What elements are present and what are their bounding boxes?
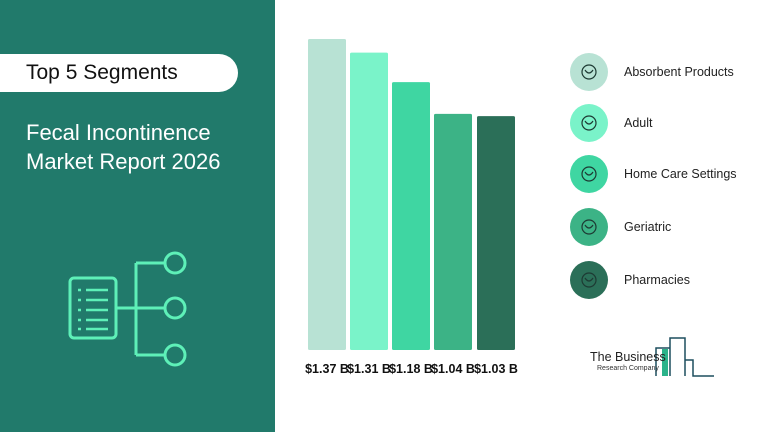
legend-label: Absorbent Products [624, 65, 734, 79]
legend-item: Home Care Settings [570, 155, 737, 193]
legend-item: Pharmacies [570, 261, 690, 299]
bar-4 [434, 113, 472, 350]
legend-label: Pharmacies [624, 273, 690, 287]
legend-item: Absorbent Products [570, 53, 734, 91]
document-scroll-icon [570, 208, 608, 246]
title-line-1: Fecal Incontinence [26, 120, 211, 145]
legend-label: Geriatric [624, 220, 672, 234]
pharmacy-store-icon [570, 261, 608, 299]
logo-line-2: Research Company [597, 365, 659, 372]
left-panel: Top 5 Segments Fecal Incontinence Market… [0, 0, 275, 432]
legend-label: Home Care Settings [624, 167, 737, 181]
company-logo: The Business Research Company [590, 336, 715, 383]
bladder-icon [570, 104, 608, 142]
kidney-bladder-icon [570, 53, 608, 91]
legend-item: Adult [570, 104, 653, 142]
bar-2 [350, 52, 388, 351]
logo-line-1: The Business [590, 350, 666, 364]
value-label: $1.18 B [389, 362, 433, 376]
bar-chart [308, 39, 515, 351]
page-title: Fecal Incontinence Market Report 2026 [26, 118, 266, 176]
top-segments-pill: Top 5 Segments [0, 54, 238, 92]
value-label: $1.31 B [347, 362, 391, 376]
value-label: $1.37 B [305, 362, 349, 376]
uterus-icon [570, 155, 608, 193]
value-label: $1.04 B [431, 362, 475, 376]
bar-1 [308, 39, 346, 350]
legend-label: Adult [624, 116, 653, 130]
bar-3 [392, 82, 430, 351]
segment-tree-icon [68, 251, 187, 367]
bar-5 [477, 116, 515, 350]
title-line-2: Market Report 2026 [26, 149, 221, 174]
value-label: $1.03 B [474, 362, 518, 376]
legend-item: Geriatric [570, 208, 671, 246]
